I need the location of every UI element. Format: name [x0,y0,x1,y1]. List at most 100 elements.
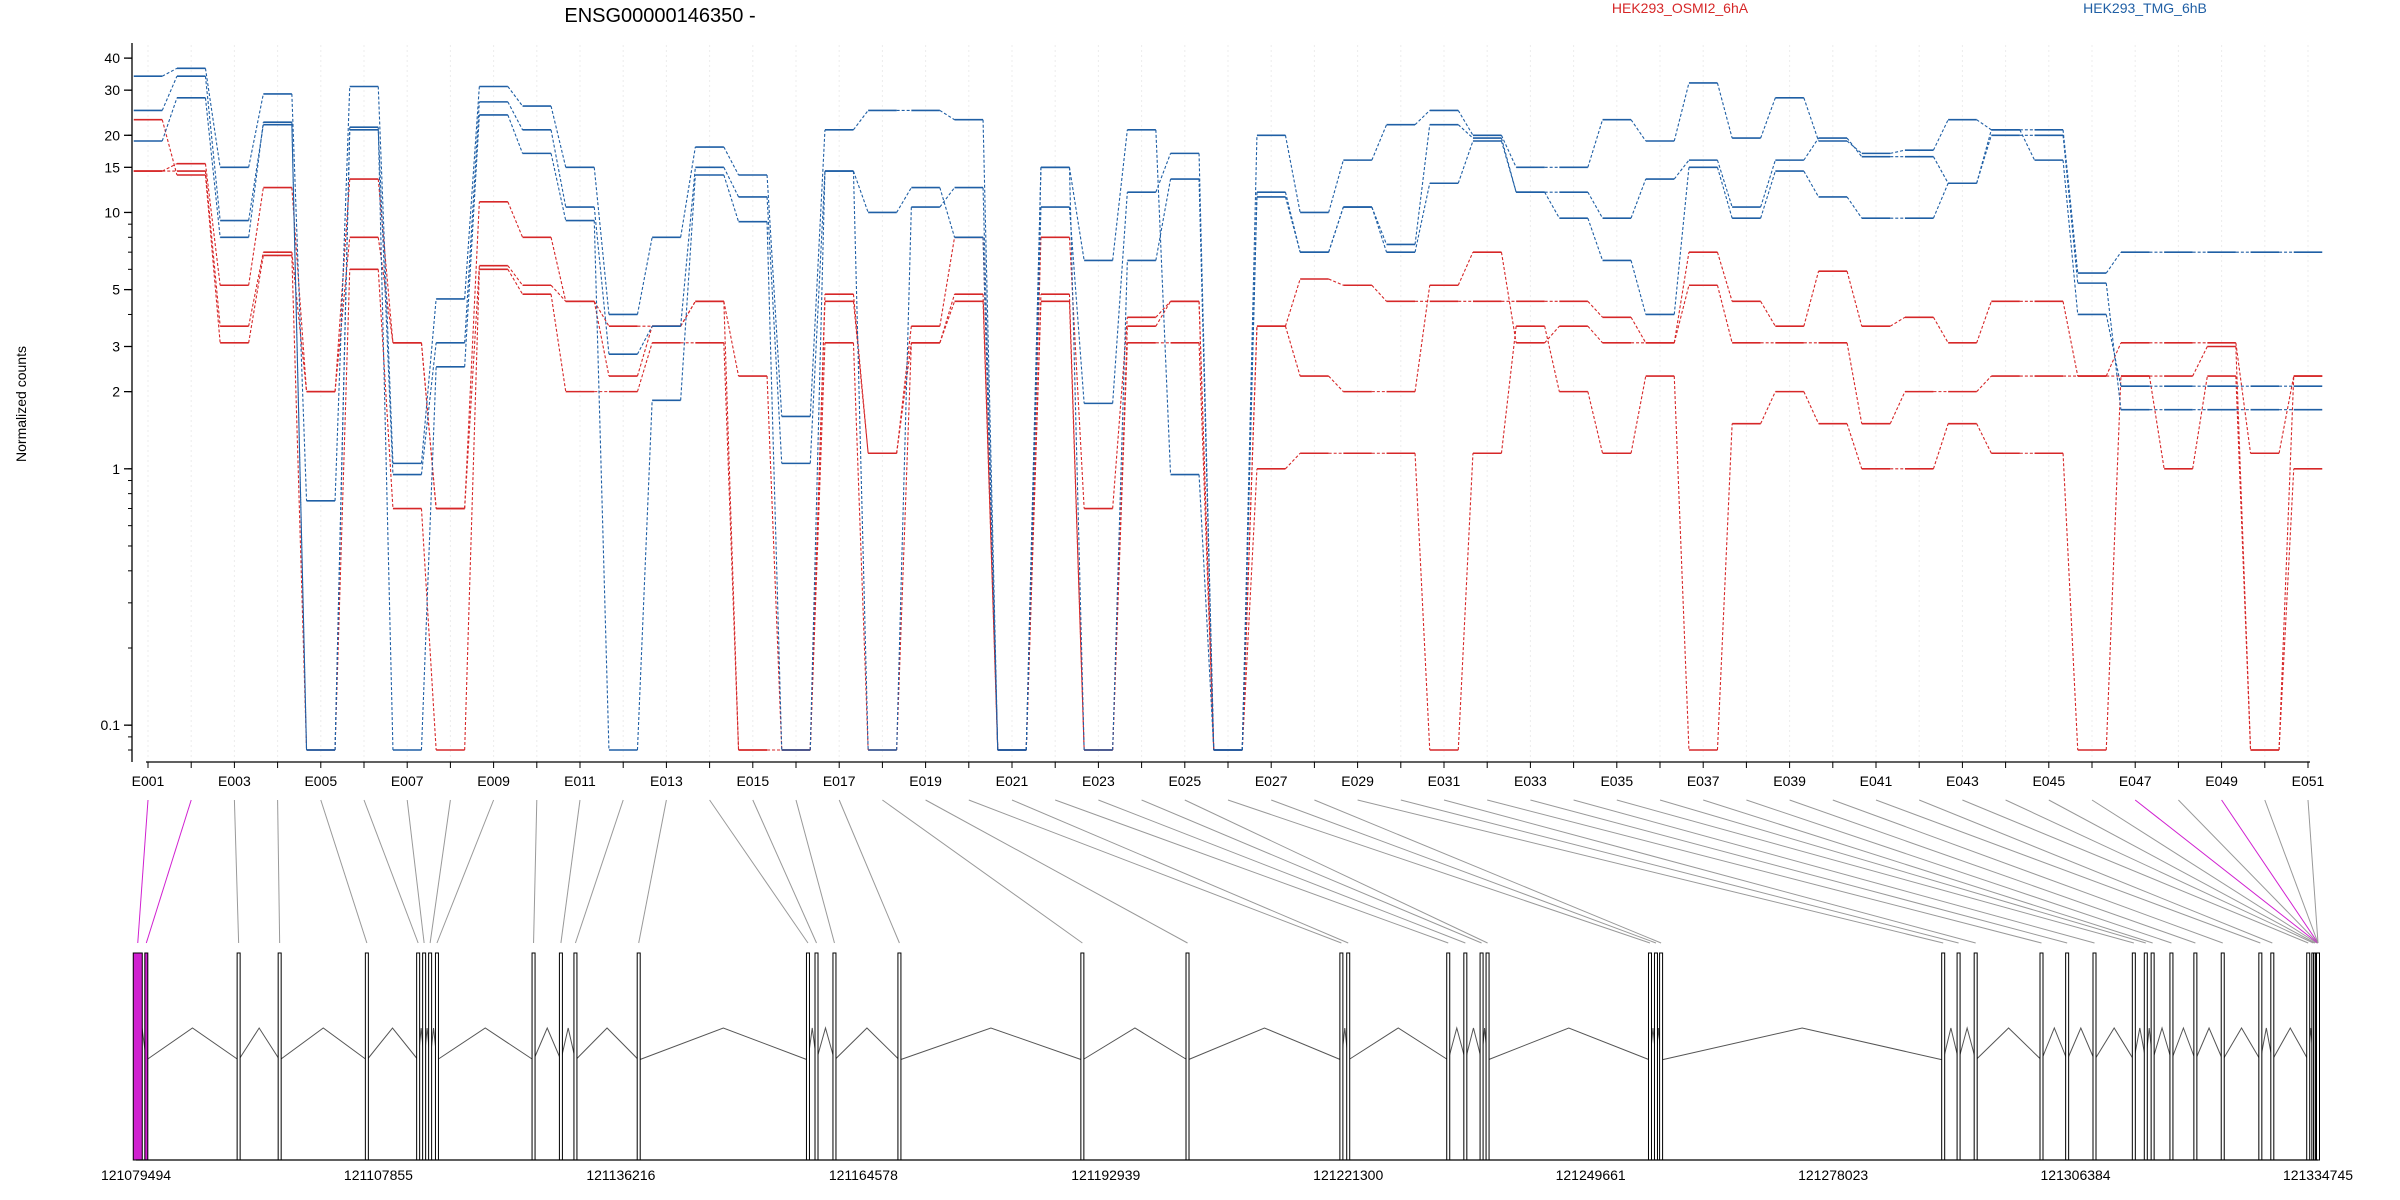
series-1-rep-2-connector-19 [939,187,955,208]
series-1-rep-1-connector-7 [420,342,437,475]
intron-17 [899,1027,1083,1061]
intron-21 [1347,1027,1449,1061]
series-1-rep-0-connector-3 [248,93,264,168]
exon-box-26 [1647,952,1652,1161]
exon-connector-21 [1011,799,1349,944]
series-1-rep-2-connector-39 [1803,170,1820,198]
series-0-rep-2-connector-32 [1500,326,1517,454]
y-axis: 0.1 1 2 3 5 10 15 20 30 40 [101,43,133,762]
exon-connector-14 [709,799,809,944]
intron-11 [560,1027,576,1061]
chart-title: ENSG00000146350 - [564,5,755,27]
series-1-rep-0-connector-35 [1630,119,1647,142]
series-0-rep-2-connector-45 [2062,453,2079,751]
series-1-rep-1-connector-31 [1457,124,1474,139]
series-0-rep-2-connector-25 [1198,342,1215,751]
genomic-axis: 121079494 121107855 121136216 121164578 1211… [101,1159,2353,1183]
series-1-rep-0-connector-39 [1803,97,1820,142]
exon-box-36 [2143,952,2148,1161]
exon-connector-11 [560,799,581,944]
series-1-rep-2-connector-30 [1414,183,1431,253]
exon-connector-25 [1184,799,1488,944]
series-0-rep-1-connector-3 [248,252,264,327]
exon-box-43 [2306,952,2311,1161]
exon-box-17 [897,952,902,1161]
exon-connector-27 [1271,799,1657,944]
series-1-rep-2-connector-15 [766,221,783,751]
series-1-rep-0-connector-14 [723,146,740,176]
exon-box-12 [573,952,578,1161]
series-0-rep-0-connector-46 [2105,342,2122,377]
series-0-rep-2-connector-17 [852,342,869,751]
series-1-rep-0-connector-8 [464,86,480,299]
intron-37 [2152,1026,2172,1061]
exon-box-7 [422,952,427,1161]
coord-label-9: 121334745 [2283,1167,2353,1183]
series-1-rep-0-connector-20 [982,119,999,751]
exon-box-51 [2316,952,2320,1161]
exon-box-33 [2065,952,2070,1161]
exon-connector-46 [2091,799,2318,944]
exon-connector-42 [1919,799,2273,944]
exon-box-31 [1973,952,1978,1161]
series-0-rep-2-connector-19 [939,301,956,344]
exon-connector-45 [2048,799,2316,944]
intron-12 [575,1027,640,1061]
series-1-rep-1-connector-23 [1112,192,1128,404]
series-0-rep-2-connector-38 [1760,391,1776,424]
series-1-rep-0-connector-42 [1932,119,1949,151]
series-0-rep-2-connector-14 [723,342,740,751]
series-0-rep-1-connector-2 [204,171,221,327]
exon-connector-9 [436,799,495,944]
series-1-rep-1-connector-2 [204,76,221,221]
exon-connector-18 [882,799,1083,944]
exon-box-21 [1346,952,1351,1161]
exon-label-E023: E023 [1082,773,1115,789]
coord-label-8: 121306384 [2041,1167,2111,1183]
exon-connector-19 [925,799,1188,944]
series-0-rep-2-connector-12 [636,342,653,392]
series-0-rep-1-connector-5 [334,237,351,392]
series-1-rep-1-connector-40 [1846,137,1863,158]
series-1-rep-2-connector-21 [1025,167,1042,751]
series-1-rep-1-connector-35 [1630,178,1647,219]
series-0-rep-0-connector-39 [1803,271,1820,327]
series-1-rep-0-connector-23 [1112,129,1128,261]
exon-box-41 [2258,952,2263,1161]
series-1-rep-0-connector-16 [809,129,826,417]
series-1-rep-1-connector-38 [1760,159,1776,208]
series-1-rep-0-connector-25 [1198,474,1215,751]
series-0-rep-2-connector-43 [1976,423,1992,454]
intron-29 [1942,1027,1960,1061]
series-0-rep-2-connector-50 [2278,468,2295,751]
series-0-rep-0-connector-38 [1760,301,1776,327]
series-0-rep-0-connector-14 [723,301,740,377]
series-0-rep-0-connector-35 [1630,317,1647,344]
exon-connector-28 [1314,799,1662,944]
series-0-rep-0-connector-27 [1284,278,1301,327]
exon-label-E005: E005 [304,773,337,789]
series-0-rep-1-connector-49 [2235,346,2252,751]
series-0-rep-1-connector-41 [1889,391,1906,424]
intron-25 [1487,1027,1651,1061]
intron-4 [279,1027,368,1061]
series-0-rep-0-connector-1 [162,163,178,172]
series-1-rep-1-connector-46 [2105,283,2122,410]
series-0-rep-0-connector-45 [2062,301,2079,377]
series-1-rep-1-connector-12 [636,325,653,355]
intron-31 [1975,1027,2042,1061]
exon-connector-43 [1962,799,2309,944]
series-0-rep-0-connector-2 [204,163,221,286]
exon-label-E015: E015 [736,773,769,789]
y-axis-label: Normalized counts [13,346,29,462]
series-0-rep-0-connector-37 [1716,252,1733,302]
series-1-rep-2-connector-20 [982,187,999,751]
series-1-rep-2-connector-5 [334,127,351,751]
coord-label-6: 121249661 [1556,1167,1626,1183]
series-1-rep-2-connector-45 [2062,160,2079,315]
series-0-replicate-2 [133,118,2323,751]
exon-connector-16 [795,799,835,944]
series-1-rep-0-connector-22 [1068,167,1085,261]
series-1-rep-1-connector-37 [1716,159,1733,208]
